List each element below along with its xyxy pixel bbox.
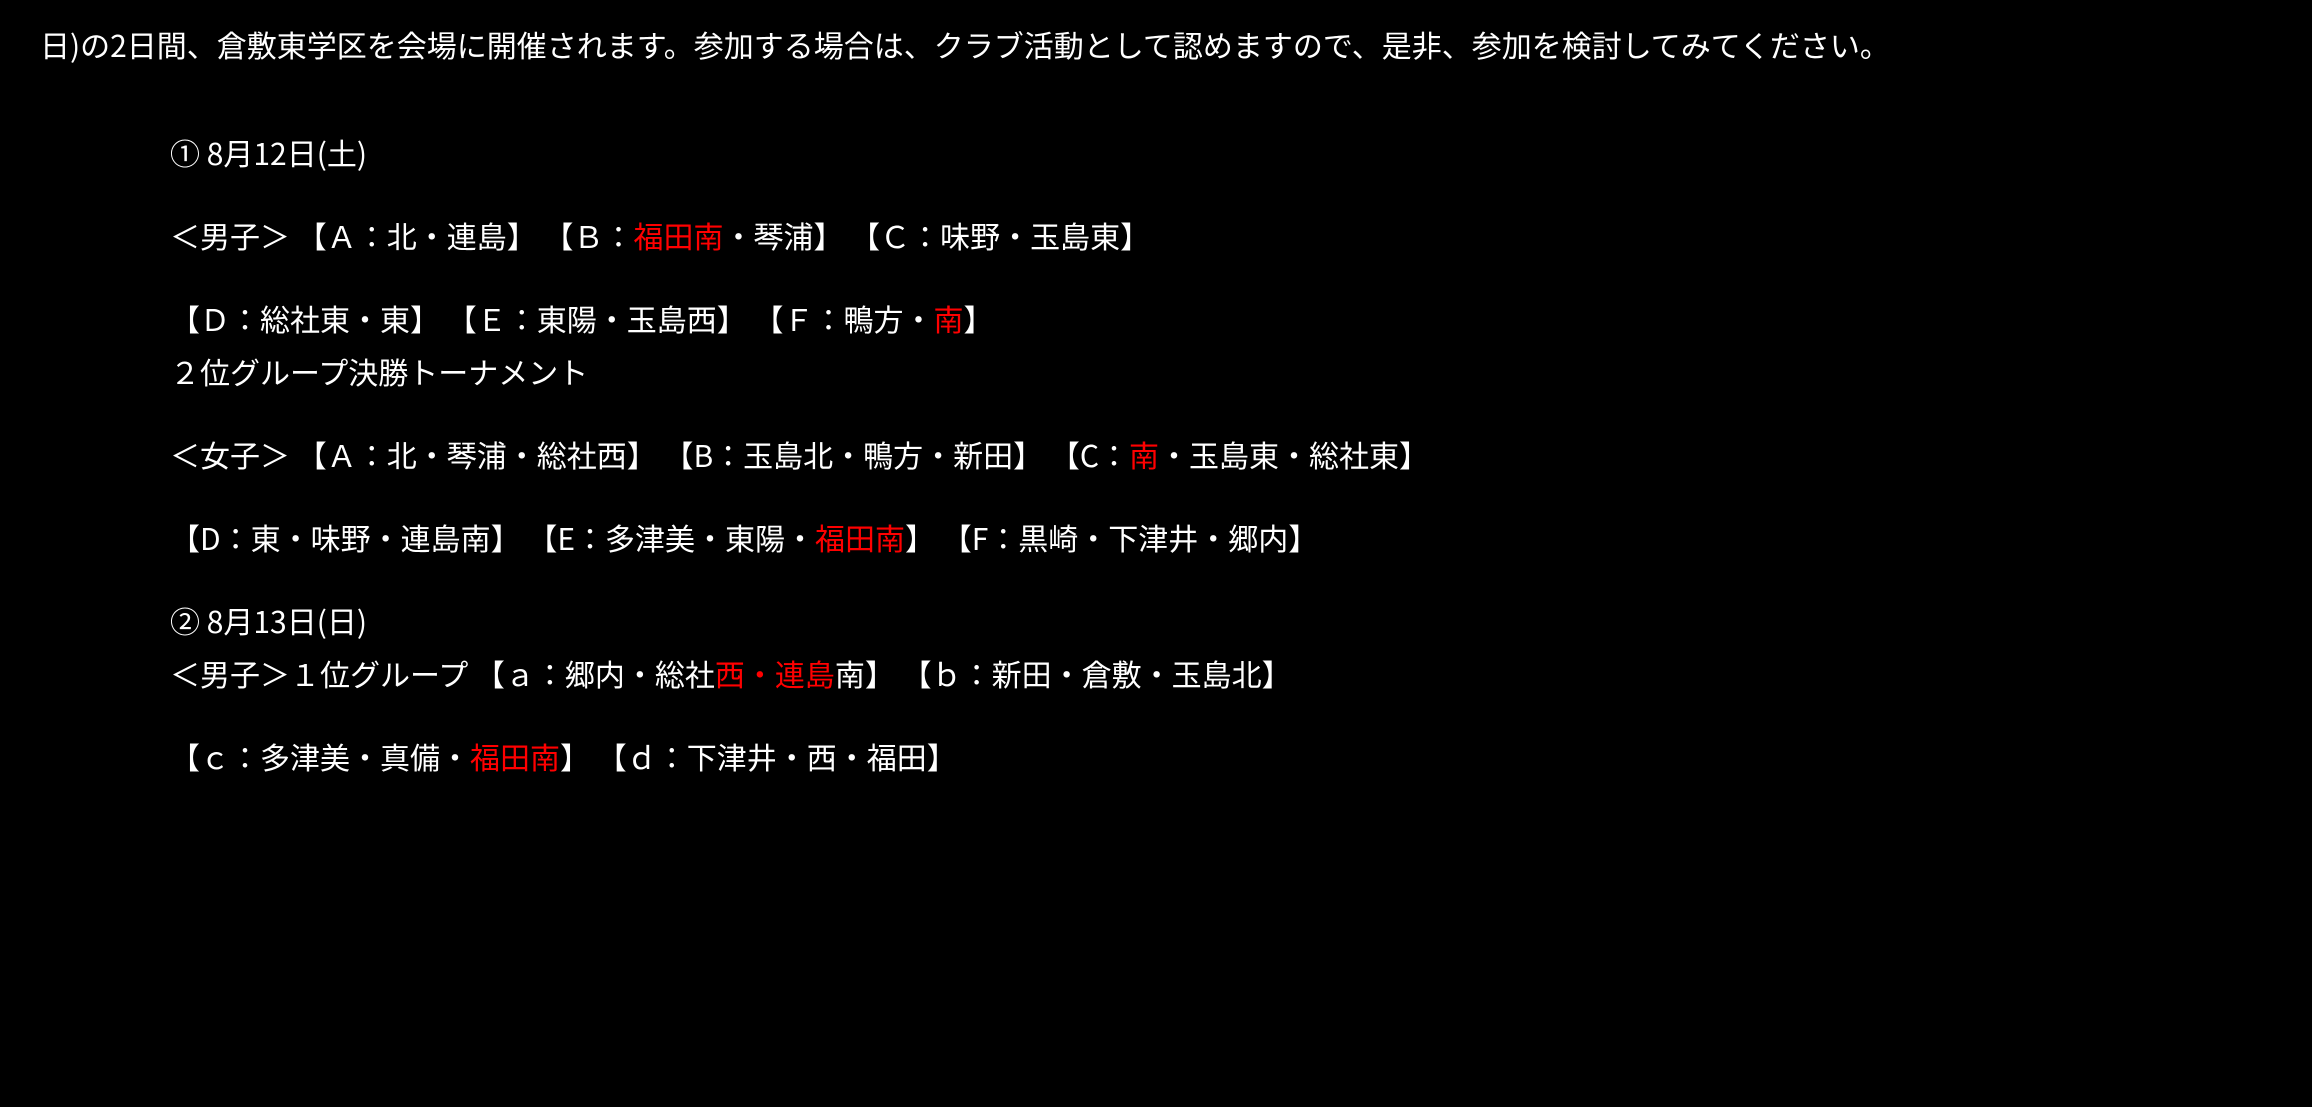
top-paragraph: 日)の2日間、倉敷東学区を会場に開催されます。参加する場合は、クラブ活動として認… <box>40 20 2272 68</box>
date-line-2: ② 8月13日(日) <box>170 596 2272 644</box>
top-paragraph-text: 日)の2日間、倉敷東学区を会場に開催されます。参加する場合は、クラブ活動として認… <box>40 22 1890 66</box>
highlight-fukudaminami-3: 福田南 <box>470 734 560 778</box>
highlight-fukudaminami-1: 福田南 <box>633 213 723 257</box>
date-line-1: ① 8月12日(土) <box>170 128 2272 176</box>
highlight-minami-2: 南 <box>1129 432 1159 476</box>
boys-group1-line-1: ＜男子＞１位グループ 【ａ：郷内・総社西・連島南】 【ｂ：新田・倉敷・玉島北】 <box>170 649 2272 697</box>
girls-line-2: 【D：東・味野・連島南】 【E：多津美・東陽・福田南】 【F：黒崎・下津井・郷内… <box>170 513 2272 561</box>
highlight-fukudaminami-2: 福田南 <box>815 515 905 559</box>
boys-line-1: ＜男子＞ 【Ａ：北・連島】 【Ｂ：福田南・琴浦】 【Ｃ：味野・玉島東】 <box>170 211 2272 259</box>
girls-line-1: ＜女子＞ 【Ａ：北・琴浦・総社西】 【B：玉島北・鴨方・新田】 【C：南・玉島東… <box>170 430 2272 478</box>
highlight-nishi-tsurajima: 西・連島 <box>715 651 835 695</box>
boys-group1-line-2: 【ｃ：多津美・真備・福田南】 【ｄ：下津井・西・福田】 <box>170 732 2272 780</box>
boys-line-3: ２位グループ決勝トーナメント <box>170 347 2272 395</box>
boys-line-2: 【Ｄ：総社東・東】 【Ｅ：東陽・玉島西】 【Ｆ：鴨方・南】 <box>170 294 2272 342</box>
highlight-minami-1: 南 <box>933 296 963 340</box>
